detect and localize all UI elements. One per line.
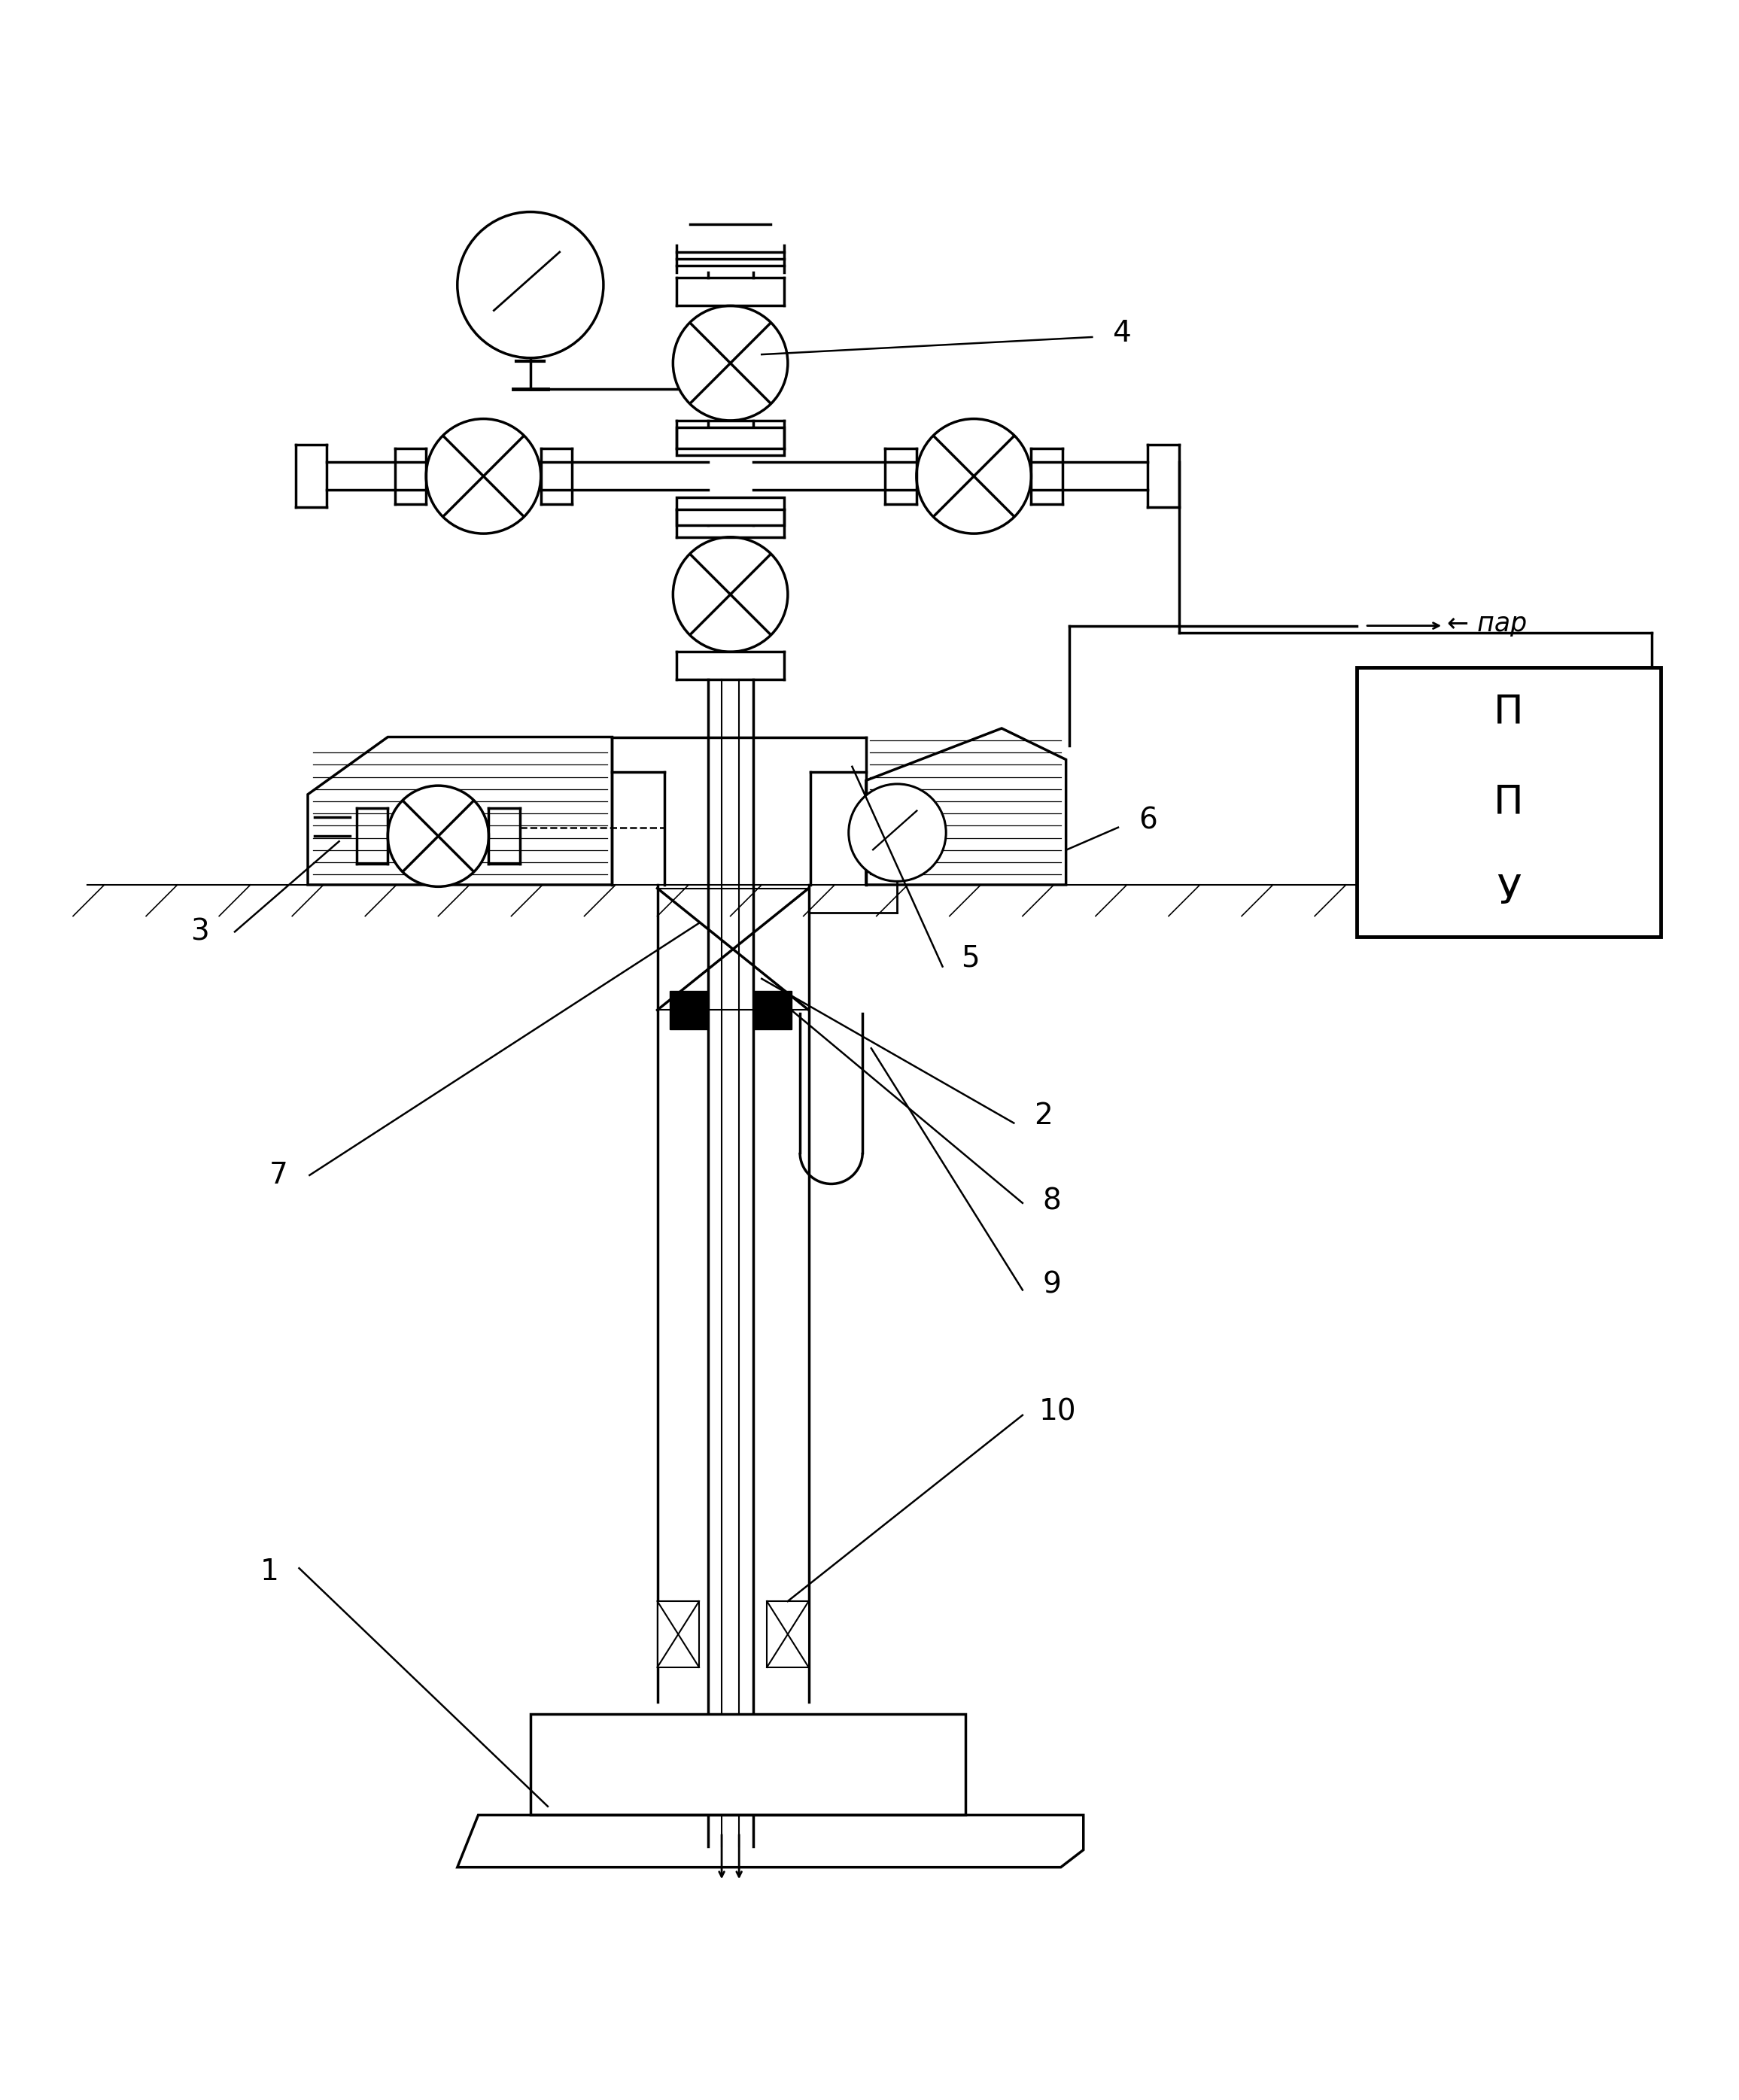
Text: 9: 9 (1043, 1270, 1061, 1300)
Text: У: У (1497, 871, 1520, 911)
Bar (530, 1714, 965, 1814)
Text: 8: 8 (1043, 1186, 1061, 1216)
Circle shape (426, 418, 541, 533)
Text: 10: 10 (1038, 1396, 1076, 1426)
Bar (676, 498, 784, 525)
Text: 4: 4 (1113, 319, 1130, 349)
Circle shape (388, 785, 489, 886)
Bar (676, 428, 784, 456)
Text: 1: 1 (261, 1558, 278, 1586)
Text: 5: 5 (962, 943, 979, 972)
Circle shape (916, 418, 1031, 533)
Circle shape (849, 783, 946, 882)
Bar (657, 1600, 699, 1667)
Text: 2: 2 (1035, 1102, 1052, 1130)
Text: П: П (1494, 783, 1523, 821)
Circle shape (457, 212, 603, 357)
Circle shape (673, 307, 788, 420)
Text: П: П (1494, 693, 1523, 733)
Bar (670, 991, 708, 1029)
Bar (753, 991, 791, 1029)
Text: ← пар: ← пар (1447, 611, 1527, 636)
Bar (767, 1600, 809, 1667)
Bar (1356, 668, 1661, 937)
Circle shape (673, 538, 788, 651)
Text: 6: 6 (1139, 806, 1156, 836)
Text: 7: 7 (270, 1161, 287, 1189)
Text: 3: 3 (191, 918, 209, 947)
